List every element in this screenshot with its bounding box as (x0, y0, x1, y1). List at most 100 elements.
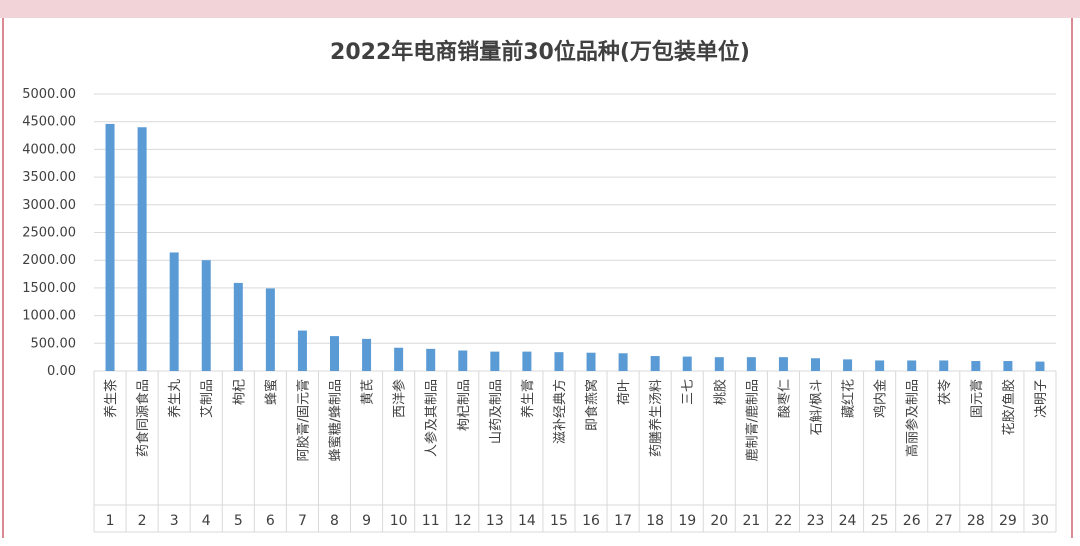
x-rank-label: 30 (1031, 513, 1049, 529)
x-rank-label: 29 (999, 513, 1017, 529)
bar (875, 360, 885, 371)
bar (939, 360, 949, 371)
bar (907, 360, 917, 371)
x-category-label: 茯苓 (938, 379, 953, 405)
x-category-label: 滋补经典方 (552, 379, 568, 444)
x-category-label: 西洋参 (392, 379, 408, 418)
x-rank-label: 5 (234, 513, 243, 529)
x-category-label: 即食燕窝 (584, 379, 600, 431)
x-category-label: 蜂蜜 (264, 379, 279, 405)
x-category-label: 决明子 (1034, 379, 1049, 418)
bar (682, 356, 692, 371)
y-tick-label: 3500.00 (22, 170, 76, 185)
bar (843, 359, 853, 371)
bar (490, 351, 500, 371)
x-category-label: 石斛/枫斗 (810, 379, 825, 435)
bar (105, 123, 115, 371)
x-category-label: 桃胶 (712, 379, 728, 405)
y-tick-label: 4500.00 (22, 115, 76, 130)
x-rank-label: 17 (614, 513, 632, 529)
x-rank-label: 26 (903, 513, 921, 529)
x-category-label: 黄芪 (361, 379, 376, 405)
bar (1003, 361, 1013, 371)
y-tick-label: 4000.00 (22, 142, 76, 157)
bar (297, 330, 307, 371)
bar (522, 351, 532, 371)
y-tick-label: 5000.00 (22, 87, 76, 102)
bar (586, 352, 596, 371)
x-category-label: 养生膏 (520, 379, 536, 418)
bar (811, 358, 820, 371)
x-category-label: 阿胶膏/固元膏 (295, 379, 311, 461)
x-category-label: 药膳养生汤料 (648, 379, 664, 457)
x-category-label: 鸡内金 (873, 379, 889, 418)
bar (1035, 361, 1045, 371)
x-rank-label: 10 (390, 513, 408, 529)
x-category-label: 高丽参及制品 (905, 379, 921, 457)
x-rank-label: 7 (298, 513, 307, 529)
bar (137, 127, 147, 372)
top-color-strip (0, 0, 1080, 18)
x-rank-label: 24 (839, 513, 857, 529)
x-rank-label: 8 (330, 513, 339, 529)
x-rank-label: 14 (518, 513, 536, 529)
x-category-label: 三七 (681, 379, 696, 405)
x-rank-label: 20 (710, 513, 728, 529)
bar (714, 357, 724, 371)
bar (778, 357, 788, 371)
chart-title: 2022年电商销量前30位品种(万包装单位) (330, 40, 750, 65)
y-tick-label: 2500.00 (22, 226, 76, 241)
x-category-label: 固元膏 (969, 379, 985, 418)
x-category-label: 枸杞 (232, 379, 247, 405)
x-category-label: 酸枣仁 (777, 379, 792, 418)
x-rank-label: 6 (266, 513, 275, 529)
bar (394, 347, 404, 371)
chart-frame (2, 18, 1073, 538)
x-rank-label: 16 (582, 513, 600, 529)
x-rank-label: 25 (871, 513, 889, 529)
bar (618, 353, 628, 371)
bar (746, 357, 756, 371)
x-rank-label: 22 (775, 513, 793, 529)
bar (650, 356, 660, 371)
bar (201, 260, 211, 371)
x-rank-label: 13 (486, 513, 504, 529)
x-rank-label: 3 (170, 513, 179, 529)
x-category-label: 鹿制膏/鹿制品 (744, 379, 760, 461)
bar (554, 352, 564, 371)
x-rank-label: 27 (935, 513, 953, 529)
x-category-label: 养生丸 (167, 379, 183, 418)
x-category-label: 药食同源食品 (135, 379, 151, 457)
x-category-label: 山药及制品 (489, 379, 504, 444)
x-rank-label: 23 (807, 513, 825, 529)
bar (362, 338, 372, 371)
y-tick-label: 1500.00 (22, 281, 76, 296)
x-rank-label: 11 (422, 513, 440, 529)
bar (265, 288, 275, 371)
x-rank-label: 12 (454, 513, 472, 529)
x-rank-label: 4 (202, 513, 211, 529)
x-category-label: 藏红花 (841, 379, 857, 418)
bar (426, 348, 436, 371)
x-category-label: 荷叶 (617, 379, 632, 405)
x-category-label: 养生茶 (103, 379, 119, 418)
bar (971, 361, 981, 371)
x-rank-label: 21 (742, 513, 760, 529)
x-category-label: 艾制品 (200, 379, 215, 418)
bar (169, 252, 179, 371)
x-category-label: 枸杞制品 (457, 379, 472, 431)
x-rank-label: 9 (362, 513, 371, 529)
x-rank-label: 2 (138, 513, 147, 529)
x-rank-label: 18 (646, 513, 664, 529)
x-category-label: 人参及其制品 (424, 379, 440, 457)
y-tick-label: 1000.00 (22, 309, 76, 324)
bar (330, 336, 339, 371)
y-tick-label: 500.00 (31, 336, 77, 351)
x-rank-label: 1 (106, 513, 115, 529)
y-tick-label: 0.00 (47, 364, 76, 379)
y-tick-label: 3000.00 (22, 198, 76, 213)
bar (233, 282, 243, 371)
x-rank-label: 28 (967, 513, 985, 529)
x-category-label: 花胶/鱼胶 (1001, 379, 1017, 435)
